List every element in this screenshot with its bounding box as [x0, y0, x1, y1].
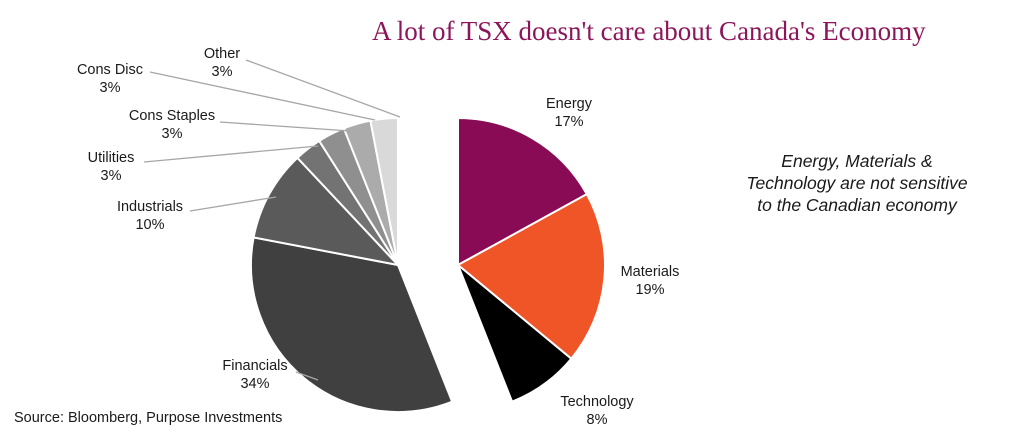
pie-slices: [250, 116, 606, 413]
slice-label-energy: Energy: [546, 96, 593, 112]
slice-label-industrials: Industrials: [117, 199, 183, 215]
slice-label-other: Other: [204, 46, 240, 62]
pie-slice-financials: [250, 236, 454, 413]
leader-line-utilities: [143, 145, 319, 163]
slice-labels: Energy 17% Materials 19% Technology 8% Financi…: [77, 46, 679, 428]
slice-label-materials: Materials: [621, 264, 680, 280]
source-note: Source: Bloomberg, Purpose Investments: [14, 410, 283, 426]
leader-line-industrials: [189, 196, 277, 212]
pie-slice-energy: [457, 116, 589, 267]
leader-lines: [143, 59, 401, 381]
slice-label-utilities: Utilities: [88, 150, 135, 166]
pie-slice-other: [369, 116, 399, 266]
slice-value-industrials: 10%: [135, 217, 164, 233]
leader-line-cons-disc: [149, 71, 376, 121]
slice-value-utilities: 3%: [101, 168, 122, 184]
pie-slice-technology: [457, 264, 573, 403]
pie-slice-materials: [456, 192, 606, 361]
slice-label-financials: Financials: [222, 358, 287, 374]
leader-line-financials: [295, 371, 319, 381]
slice-label-cons-staples: Cons Staples: [129, 108, 215, 124]
chart-title: A lot of TSX doesn't care about Canada's…: [372, 16, 926, 46]
slice-label-cons-disc: Cons Disc: [77, 62, 143, 78]
leader-line-other: [245, 59, 401, 118]
slice-value-cons-staples: 3%: [162, 126, 183, 142]
slice-value-energy: 17%: [554, 114, 583, 130]
pie-slice-industrials: [252, 156, 401, 267]
chart-annotation: Energy, Materials & Technology are not s…: [746, 151, 968, 215]
slice-value-financials: 34%: [240, 376, 269, 392]
slice-value-cons-disc: 3%: [100, 80, 121, 96]
slice-value-materials: 19%: [635, 282, 664, 298]
slice-value-other: 3%: [212, 64, 233, 80]
slice-label-technology: Technology: [560, 394, 634, 410]
slice-value-technology: 8%: [587, 412, 608, 428]
leader-line-cons-staples: [219, 121, 351, 132]
